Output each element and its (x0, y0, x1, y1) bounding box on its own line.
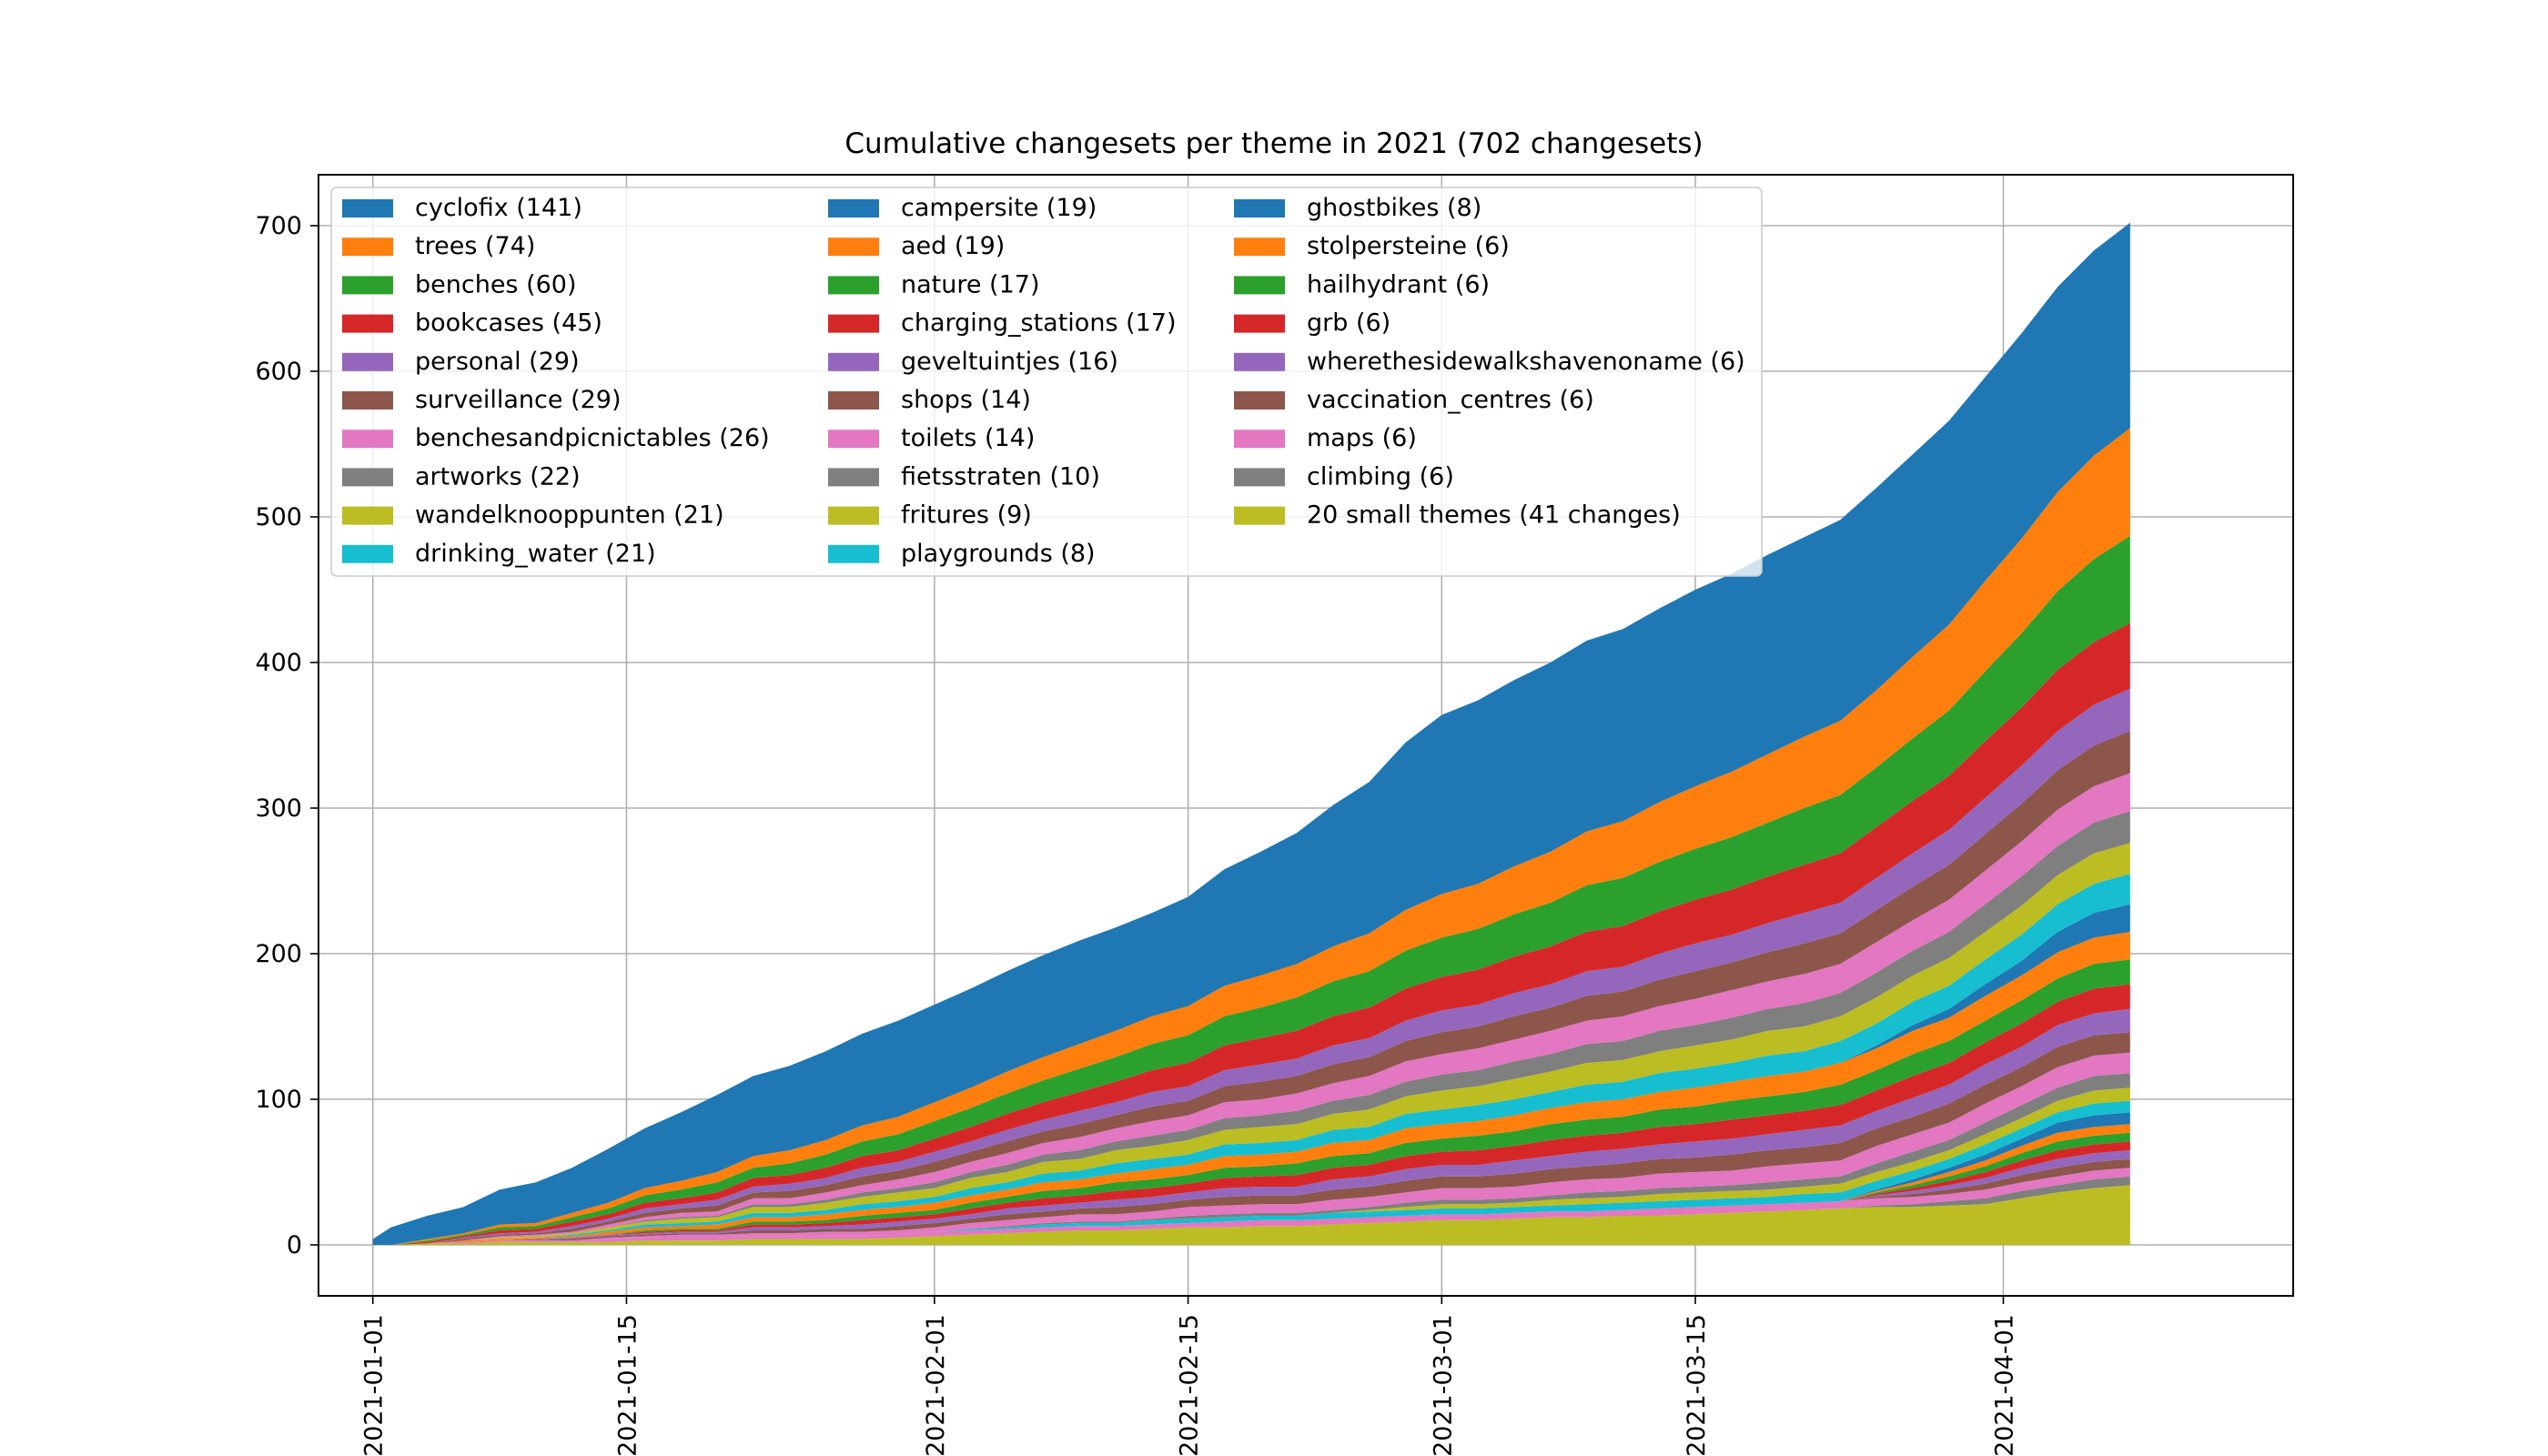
legend-swatch (828, 430, 879, 449)
y-tick-label: 100 (255, 1086, 302, 1114)
legend-label: climbing (6) (1307, 462, 1454, 490)
legend-label: vaccination_centres (6) (1307, 386, 1594, 414)
legend-swatch (1234, 391, 1285, 410)
legend-label: hailhydrant (6) (1307, 270, 1490, 298)
legend-label: surveillance (29) (415, 386, 622, 414)
legend-label: shops (14) (901, 386, 1031, 414)
legend-swatch (342, 199, 393, 217)
legend-swatch (828, 238, 879, 257)
area-charging-stations (372, 984, 2130, 1245)
area-cyclofix (372, 222, 2130, 1245)
y-tick-label: 300 (255, 794, 302, 823)
legend-swatch (342, 506, 393, 525)
legend-label: charging_stations (17) (901, 309, 1177, 338)
legend-label: wherethesidewalkshavenoname (6) (1307, 348, 1745, 376)
legend-label: 20 small themes (41 changes) (1307, 501, 1681, 530)
x-tick-label: 2021-03-01 (1429, 1314, 1457, 1456)
legend-label: benchesandpicnictables (26) (415, 424, 770, 452)
area-20-small-themes (372, 1185, 2130, 1245)
legend-label: toilets (14) (901, 424, 1035, 452)
legend-swatch (828, 468, 879, 487)
area-toilets (372, 1052, 2130, 1245)
legend-swatch (1234, 506, 1285, 525)
legend-label: nature (17) (901, 270, 1039, 298)
legend-box (330, 187, 1763, 577)
legend-label: cyclofix (141) (415, 194, 582, 222)
legend-swatch (828, 391, 879, 410)
legend-label: stolpersteine (6) (1307, 232, 1510, 260)
legend-swatch (342, 391, 393, 410)
legend-swatch (342, 544, 393, 563)
legend-swatch (342, 430, 393, 449)
legend-label: aed (19) (901, 232, 1005, 260)
x-tick-label: 2021-01-01 (360, 1314, 389, 1456)
legend-swatch (828, 199, 879, 217)
legend-swatch (828, 314, 879, 333)
legend-label: campersite (19) (901, 194, 1097, 222)
legend-label: artworks (22) (415, 462, 581, 490)
y-tick-label: 700 (255, 212, 302, 240)
legend-swatch (1234, 276, 1285, 295)
x-tick-label: 2021-02-01 (922, 1314, 950, 1456)
legend-label: bookcases (45) (415, 309, 602, 338)
legend-label: drinking_water (21) (415, 540, 656, 568)
legend-swatch (342, 238, 393, 257)
y-tick-label: 600 (255, 358, 302, 386)
legend-swatch (1234, 430, 1285, 449)
x-tick-label: 2021-04-01 (1990, 1314, 2018, 1456)
legend-swatch (1234, 238, 1285, 257)
legend-label: maps (6) (1307, 424, 1417, 452)
y-tick-label: 400 (255, 649, 302, 677)
legend-swatch (1234, 468, 1285, 487)
legend-swatch (828, 276, 879, 295)
area-artworks (372, 811, 2130, 1245)
area-wandelknooppunten (372, 843, 2130, 1245)
y-tick-label: 200 (255, 940, 302, 968)
legend-swatch (1234, 199, 1285, 217)
area-maps (372, 1168, 2130, 1245)
legend-label: personal (29) (415, 348, 580, 376)
area-nature (372, 959, 2130, 1245)
legend-swatch (828, 506, 879, 525)
legend-label: playgrounds (8) (901, 540, 1096, 568)
legend-label: trees (74) (415, 232, 535, 260)
legend-label: ghostbikes (8) (1307, 194, 1481, 222)
legend-swatch (342, 352, 393, 371)
y-tick-label: 500 (255, 503, 302, 531)
area-shops (372, 1032, 2130, 1245)
legend-swatch (1234, 314, 1285, 333)
legend-swatch (342, 468, 393, 487)
y-tick-label: 0 (287, 1231, 302, 1259)
chart-title: Cumulative changesets per theme in 2021 … (844, 127, 1704, 160)
legend-swatch (828, 352, 879, 371)
area-aed (372, 932, 2130, 1245)
legend-label: fritures (9) (901, 501, 1032, 530)
legend-swatch (1234, 352, 1285, 371)
x-tick-label: 2021-01-15 (613, 1314, 642, 1456)
legend-label: wandelknooppunten (21) (415, 501, 724, 530)
legend-label: grb (6) (1307, 309, 1390, 338)
legend-label: geveltuintjes (16) (901, 348, 1118, 376)
area-drinking-water (372, 874, 2130, 1245)
x-tick-label: 2021-02-15 (1176, 1314, 1204, 1456)
legend-swatch (342, 314, 393, 333)
legend-swatch (828, 544, 879, 563)
legend-label: benches (60) (415, 270, 577, 298)
legend-label: fietsstraten (10) (901, 462, 1100, 490)
legend-swatch (342, 276, 393, 295)
x-tick-label: 2021-03-15 (1683, 1314, 1711, 1456)
plot-frame (318, 174, 2294, 1297)
